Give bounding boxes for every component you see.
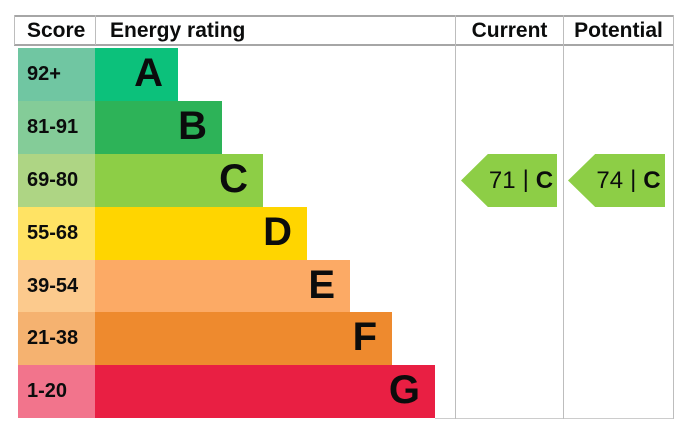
current-rating-band-letter: C <box>535 166 554 194</box>
table-bottom-border <box>435 418 673 419</box>
score-cell-e: 39-54 <box>18 260 95 312</box>
potential-rating-arrow: 74 | C <box>568 154 665 207</box>
band-bar-f: F <box>95 312 392 365</box>
column-header-energy-rating: Energy rating <box>110 19 246 42</box>
potential-rating-separator: | <box>630 165 637 193</box>
score-cell-c: 69-80 <box>18 154 95 207</box>
score-range-label-a: 92+ <box>27 63 61 85</box>
band-bar-c: C <box>95 154 263 207</box>
table-top-border <box>14 15 673 17</box>
score-cell-d: 55-68 <box>18 207 95 260</box>
current-column-divider <box>455 15 456 419</box>
column-header-potential: Potential <box>574 19 663 42</box>
score-range-label-g: 1-20 <box>27 380 68 402</box>
score-range-label-e: 39-54 <box>27 274 79 297</box>
score-column-divider <box>95 15 96 45</box>
band-bar-g: G <box>95 365 435 418</box>
score-range-label-c: 69-80 <box>27 169 79 191</box>
table-right-border <box>673 15 674 419</box>
header-bottom-border <box>14 44 673 46</box>
band-bar-d: D <box>95 207 307 260</box>
potential-rating-value: 74 <box>596 166 624 194</box>
score-range-label-b: 81-91 <box>27 116 79 138</box>
score-cell-f: 21-38 <box>18 312 95 365</box>
score-cell-a: 92+ <box>18 48 95 101</box>
band-bar-a: A <box>95 48 178 101</box>
current-rating-value: 71 <box>488 166 516 194</box>
score-range-label-d: 55-68 <box>27 222 79 244</box>
score-cell-g: 1-20 <box>18 365 95 418</box>
score-range-label-f: 21-38 <box>27 327 79 349</box>
band-bar-b: B <box>95 101 222 154</box>
column-header-score: Score <box>27 19 86 42</box>
potential-rating-band-letter: C <box>643 166 661 194</box>
current-rating-separator: | <box>522 165 529 193</box>
table-left-border <box>14 15 15 45</box>
current-rating-arrow: 71 | C <box>461 154 557 207</box>
band-bar-e: E <box>95 260 350 312</box>
potential-column-divider <box>563 15 564 419</box>
score-cell-b: 81-91 <box>18 101 95 154</box>
column-header-current: Current <box>471 19 548 42</box>
